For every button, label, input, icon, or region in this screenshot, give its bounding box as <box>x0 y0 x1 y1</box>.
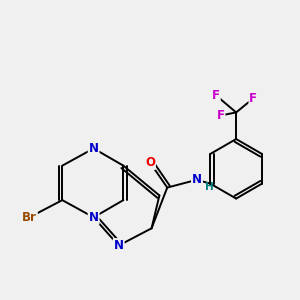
Text: N: N <box>192 173 202 186</box>
Text: F: F <box>217 109 224 122</box>
Text: F: F <box>212 89 220 102</box>
Text: O: O <box>145 156 155 169</box>
Text: Br: Br <box>22 211 37 224</box>
Text: N: N <box>88 142 99 155</box>
Text: N: N <box>88 211 99 224</box>
Text: N: N <box>114 239 124 252</box>
Text: H: H <box>205 182 213 192</box>
Text: F: F <box>249 92 257 105</box>
